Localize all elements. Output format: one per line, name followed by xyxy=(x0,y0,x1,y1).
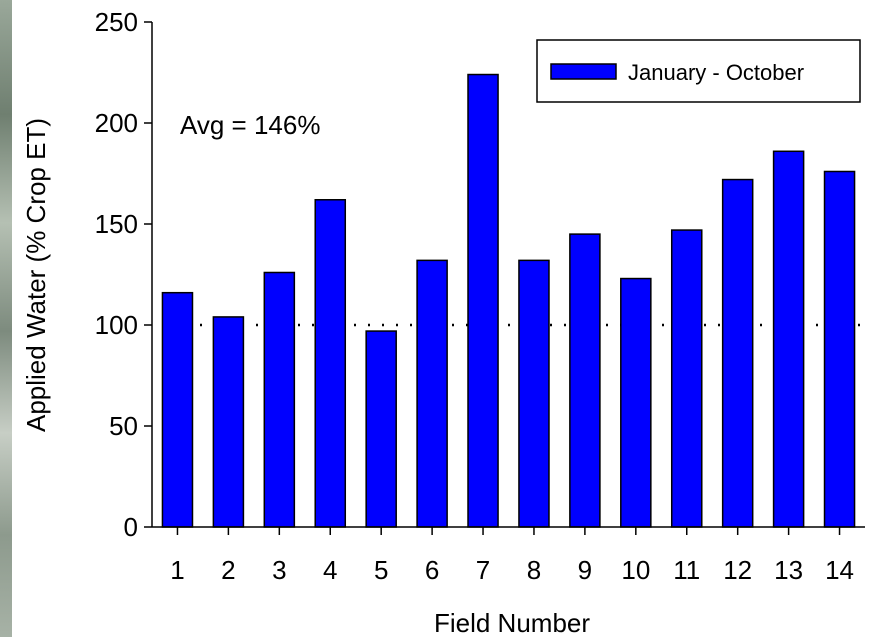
legend: January - October xyxy=(536,39,861,103)
bar-field-7 xyxy=(467,73,499,528)
x-axis-title: Field Number xyxy=(434,608,590,637)
x-ticks-layer: 1 2 3 4 5 6 7 8 9 10 11 12 13 14 xyxy=(170,527,854,585)
average-annotation: Avg = 146% xyxy=(180,110,320,140)
bar-field-3 xyxy=(263,271,296,528)
y-tick-label: 100 xyxy=(95,310,138,340)
bar-field-6 xyxy=(416,259,448,528)
x-tick-label: 5 xyxy=(374,555,388,585)
y-tick-label: 50 xyxy=(109,411,138,441)
y-tick-label: 200 xyxy=(95,108,138,138)
y-ticks-layer: 0 50 100 150 200 250 xyxy=(95,7,152,542)
bar-field-13 xyxy=(772,150,805,528)
x-tick-label: 11 xyxy=(673,555,700,585)
x-tick-label: 10 xyxy=(621,555,650,585)
x-tick-label: 13 xyxy=(774,555,803,585)
bar-field-9 xyxy=(569,233,601,528)
axes-layer xyxy=(151,22,865,528)
bar-field-4 xyxy=(314,199,347,528)
x-tick-label: 4 xyxy=(323,555,337,585)
x-tick-label: 12 xyxy=(723,555,752,585)
x-tick-label: 9 xyxy=(578,555,592,585)
y-tick-label: 250 xyxy=(95,7,138,37)
x-tick-label: 8 xyxy=(527,555,541,585)
bar-field-10 xyxy=(620,277,652,528)
bar-field-14 xyxy=(823,170,856,528)
bar-field-2 xyxy=(212,316,245,528)
bar-field-12 xyxy=(721,178,754,528)
x-tick-label: 14 xyxy=(825,555,854,585)
background-photo-strip xyxy=(0,0,12,637)
bar-field-5 xyxy=(365,330,397,528)
x-tick-label: 6 xyxy=(425,555,439,585)
x-tick-label: 3 xyxy=(272,555,286,585)
x-tick-label: 7 xyxy=(476,555,490,585)
legend-swatch xyxy=(550,63,617,80)
bar-field-1 xyxy=(161,291,194,528)
bar-field-11 xyxy=(670,229,703,528)
y-tick-label: 0 xyxy=(124,512,138,542)
y-tick-label: 150 xyxy=(95,209,138,239)
x-tick-label: 2 xyxy=(221,555,235,585)
x-tick-label: 1 xyxy=(170,555,184,585)
bars-layer xyxy=(161,73,856,528)
y-axis-title: Applied Water (% Crop ET) xyxy=(21,118,51,432)
bar-field-8 xyxy=(518,259,550,528)
legend-label: January - October xyxy=(628,60,804,85)
